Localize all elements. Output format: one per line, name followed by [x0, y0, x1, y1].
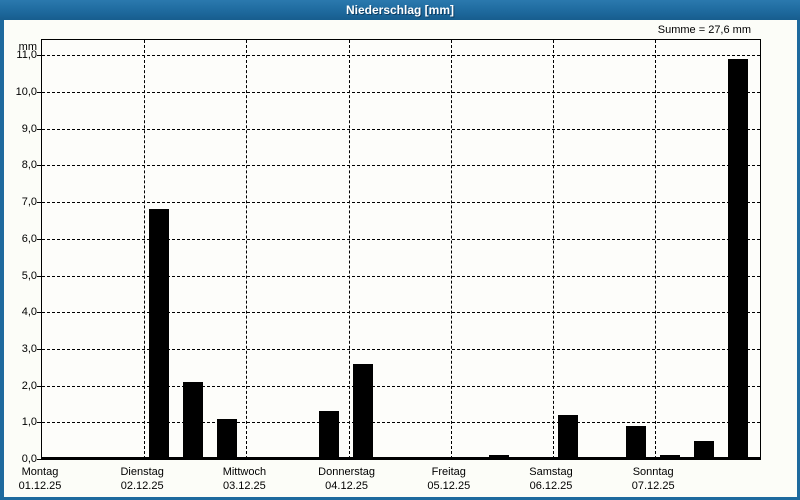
precipitation-bar: [489, 455, 510, 459]
gridline-horizontal: [42, 165, 760, 167]
day-name: Mittwoch: [222, 466, 267, 478]
day-date: 05.12.25: [427, 480, 471, 492]
day-name: Freitag: [431, 466, 466, 478]
y-axis-unit: mm: [18, 41, 37, 53]
sum-label: Summe = 27,6 mm: [657, 24, 751, 36]
day-name: Montag: [21, 466, 59, 478]
y-axis-tick-mark: [37, 92, 41, 93]
x-axis-day-label: Montag 01.12.25: [0, 465, 95, 493]
day-name: Dienstag: [120, 466, 164, 478]
day-name: Samstag: [529, 466, 573, 478]
y-axis-tick-label: 11,0: [16, 49, 37, 62]
precipitation-bar: [182, 381, 203, 459]
y-axis-tick-mark: [37, 238, 41, 240]
y-axis-tick-mark: [37, 385, 41, 387]
x-axis-line: [42, 457, 760, 459]
day-name: Sonntag: [632, 466, 674, 478]
precipitation-bar: [693, 440, 714, 459]
precipitation-bar: [625, 425, 646, 459]
y-axis-tick-mark: [37, 55, 41, 57]
day-date: 04.12.25: [325, 480, 368, 492]
gridline-day-boundary: [553, 40, 554, 459]
day-date: 02.12.25: [120, 480, 164, 492]
gridline-horizontal: [42, 312, 760, 314]
y-axis-tick-mark: [37, 128, 41, 130]
y-axis-tick-mark: [37, 422, 41, 424]
y-axis-tick-label: 4,0: [21, 306, 37, 319]
x-axis-day-label: Samstag 06.12.25: [496, 465, 606, 493]
y-axis-tick-mark: [37, 348, 41, 350]
gridline-day-boundary: [144, 40, 146, 459]
x-axis-day-label: Sonntag 07.12.25: [598, 465, 708, 493]
y-axis-tick-label: 0,0: [21, 453, 37, 465]
day-name: Donnerstag: [318, 466, 376, 478]
day-date: 06.12.25: [529, 480, 573, 492]
precipitation-bar: [353, 363, 374, 459]
chart-panel: Summe = 27,6 mm mm 0,0 1,0 2,0 3,0 4,0 5,0 6,0…: [4, 20, 797, 497]
y-axis-tick-label: 6,0: [21, 232, 37, 245]
gridline-horizontal: [42, 92, 760, 93]
day-date: 01.12.25: [18, 480, 62, 492]
gridline-day-boundary: [246, 40, 248, 459]
y-axis-tick-label: 2,0: [21, 379, 37, 392]
precipitation-bar: [659, 455, 680, 459]
y-axis-tick-label: 7,0: [21, 196, 37, 209]
day-date: 03.12.25: [222, 480, 266, 492]
x-axis-day-label: Mittwoch 03.12.25: [189, 465, 299, 493]
x-axis-day-label: Freitag 05.12.25: [394, 465, 504, 493]
precipitation-bar: [557, 414, 578, 459]
y-axis-tick-label: 1,0: [21, 416, 37, 429]
window-title: Niederschlag [mm]: [0, 0, 800, 20]
gridline-horizontal: [42, 128, 760, 130]
day-date: 07.12.25: [631, 480, 675, 492]
y-axis-tick-label: 3,0: [21, 342, 37, 355]
y-axis-tick-label: 8,0: [21, 159, 37, 172]
y-axis-tick-mark: [37, 459, 41, 460]
y-axis-tick-mark: [37, 312, 41, 314]
gridline-horizontal: [42, 55, 760, 57]
plot-area: [41, 39, 761, 460]
gridline-day-boundary: [450, 40, 452, 459]
y-axis-tick-label: 5,0: [21, 269, 37, 282]
gridline-horizontal: [42, 238, 760, 240]
y-axis-tick-label: 10,0: [15, 86, 37, 98]
gridline-horizontal: [42, 348, 760, 350]
y-axis-tick-mark: [37, 165, 41, 167]
precipitation-bar: [216, 418, 237, 459]
y-axis-tick-mark: [37, 202, 41, 204]
y-axis-tick-label: 9,0: [21, 122, 37, 135]
x-axis-day-label: Dienstag 02.12.25: [87, 465, 197, 493]
precipitation-bar: [148, 209, 169, 459]
gridline-day-boundary: [348, 40, 350, 459]
precipitation-bar: [319, 411, 340, 459]
precipitation-bar: [727, 58, 748, 459]
gridline-horizontal: [42, 385, 760, 387]
gridline-horizontal: [42, 202, 760, 204]
gridline-horizontal: [42, 422, 760, 424]
y-axis-tick-mark: [37, 275, 41, 277]
gridline-day-boundary: [655, 40, 657, 459]
plot-inner: [42, 40, 760, 459]
x-axis-day-label: Donnerstag 04.12.25: [292, 465, 402, 493]
gridline-horizontal: [42, 275, 760, 277]
